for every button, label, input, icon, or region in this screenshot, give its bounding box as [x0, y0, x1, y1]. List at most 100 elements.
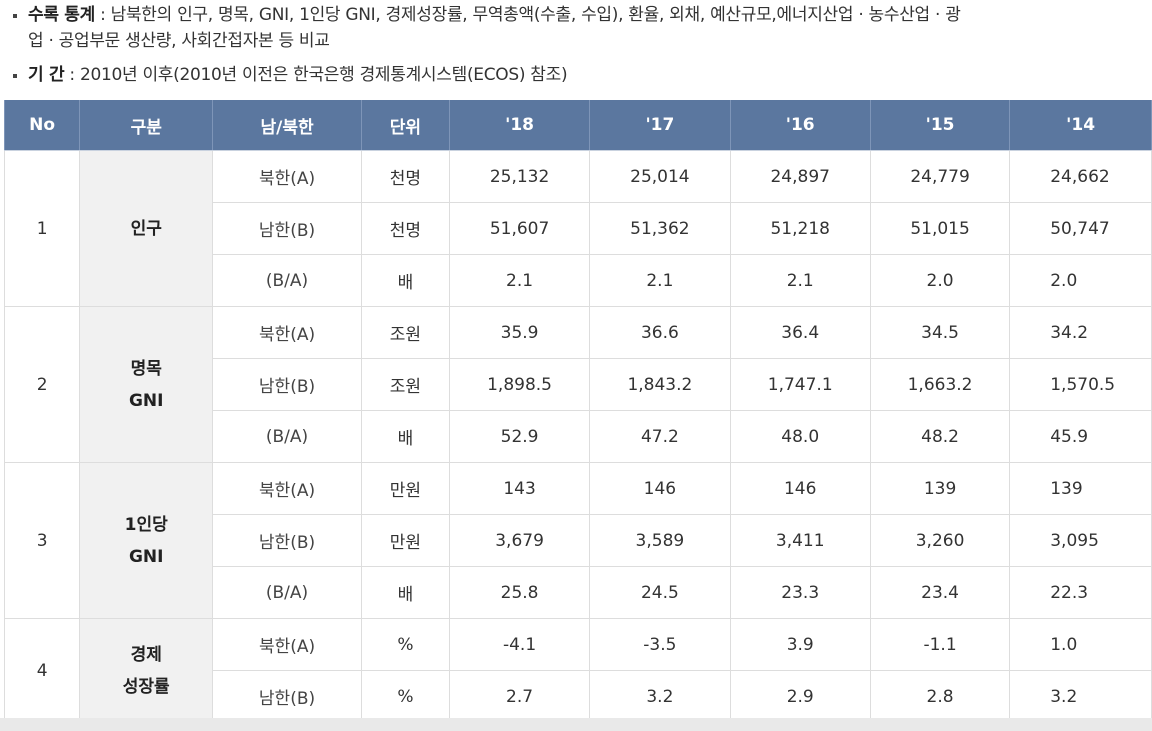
row-number: 1: [3, 150, 81, 307]
value-cell: 3.9: [729, 618, 871, 671]
unit-cell: 배: [360, 254, 450, 307]
value-cell: 1,898.5: [448, 358, 591, 411]
value-cell: 2.9: [729, 670, 871, 723]
column-header: No: [3, 100, 81, 151]
category-label: 인구: [130, 218, 162, 239]
unit-cell: 천명: [360, 202, 450, 255]
table-row: 2 명목 GNI 북한(A) 조원 35.9 36.6 36.4 34.5 34.2: [3, 306, 1152, 463]
row-number: 2: [3, 306, 81, 463]
side-cell: 남한(B): [212, 202, 362, 255]
bullet-icon: [13, 14, 17, 18]
value-cell: 47.2: [589, 410, 731, 463]
value-cell: 1,843.2: [589, 358, 731, 411]
value-cell: 2.7: [448, 670, 591, 723]
column-header: '15: [869, 100, 1011, 151]
value-cell: 3,679: [448, 514, 591, 567]
period-description: 기 간 : 2010년 이후(2010년 이전은 한국은행 경제통계시스템(EC…: [12, 62, 568, 88]
unit-cell: %: [360, 618, 450, 671]
row-number: 4: [3, 618, 81, 723]
column-header: 남/북한: [212, 100, 362, 151]
side-cell: 북한(A): [212, 150, 362, 203]
value-cell: 143: [448, 462, 591, 515]
column-header: '16: [729, 100, 871, 151]
side-cell: 남한(B): [212, 358, 362, 411]
unit-cell: 조원: [360, 306, 450, 359]
value-cell: 1,663.2: [869, 358, 1011, 411]
comparison-table: No 구분 남/북한 단위 '18'17'16'15'14 1 인구 북한(A) 천명 25,1…: [3, 100, 1152, 723]
value-cell: 50,747: [1009, 202, 1152, 255]
value-cell: 22.3: [1009, 566, 1152, 619]
value-cell: 51,607: [448, 202, 591, 255]
value-cell: 24,779: [869, 150, 1011, 203]
value-cell: 24,662: [1009, 150, 1152, 203]
value-cell: 45.9: [1009, 410, 1152, 463]
value-cell: 146: [589, 462, 731, 515]
value-cell: 3,260: [869, 514, 1011, 567]
side-cell: 남한(B): [212, 670, 362, 723]
category-cell: 명목 GNI: [79, 306, 214, 463]
table-row: 남한(B) 천명 51,607 51,362 51,218 51,015 50,747: [5, 202, 1152, 255]
stats-description: 수록 통계 : 남북한의 인구, 명목, GNI, 1인당 GNI, 경제성장률…: [12, 2, 961, 54]
value-cell: -3.5: [589, 618, 731, 671]
value-cell: 36.4: [729, 306, 871, 359]
category-cell: 1인당 GNI: [79, 462, 214, 619]
stats-text: : 남북한의 인구, 명목, GNI, 1인당 GNI, 경제성장률, 무역총액…: [94, 5, 961, 25]
period-text: : 2010년 이후(2010년 이전은 한국은행 경제통계시스템(ECOS) …: [64, 65, 568, 85]
stats-text-cont: 업 · 공업부문 생산량, 사회간접자본 등 비교: [28, 31, 330, 51]
value-cell: 23.4: [869, 566, 1011, 619]
value-cell: 2.0: [1009, 254, 1152, 307]
unit-cell: 배: [360, 566, 450, 619]
side-cell: (B/A): [212, 410, 362, 463]
value-cell: 139: [869, 462, 1011, 515]
category-label: 성장률: [122, 676, 170, 697]
table-row: 남한(B) 조원 1,898.5 1,843.2 1,747.1 1,663.2 1,570…: [5, 358, 1152, 411]
value-cell: 51,362: [589, 202, 731, 255]
category-label: 경제: [130, 644, 162, 665]
value-cell: 2.1: [448, 254, 591, 307]
category-label: GNI: [128, 390, 164, 411]
side-cell: 북한(A): [212, 462, 362, 515]
unit-cell: 배: [360, 410, 450, 463]
table-row: 4 경제 성장률 북한(A)% -4.1 -3.5 3.9 -1.1 1.0: [3, 618, 1152, 723]
value-cell: 2.1: [729, 254, 871, 307]
value-cell: 48.0: [729, 410, 871, 463]
horizontal-scrollbar[interactable]: [0, 718, 1152, 731]
unit-cell: 조원: [360, 358, 450, 411]
value-cell: 25.8: [448, 566, 591, 619]
category-label: 1인당: [124, 514, 168, 535]
column-header: '17: [589, 100, 731, 151]
value-cell: 3,589: [589, 514, 731, 567]
table-row: (B/A) 배 52.9 47.2 48.0 48.2 45.9: [5, 410, 1152, 463]
value-cell: 2.0: [869, 254, 1011, 307]
value-cell: 52.9: [448, 410, 591, 463]
value-cell: 24.5: [589, 566, 731, 619]
header-row: No 구분 남/북한 단위 '18'17'16'15'14: [3, 100, 1152, 151]
side-cell: 북한(A): [212, 306, 362, 359]
value-cell: 36.6: [589, 306, 731, 359]
column-header: 단위: [360, 100, 450, 151]
value-cell: -1.1: [869, 618, 1011, 671]
side-cell: 북한(A): [212, 618, 362, 671]
value-cell: 1,747.1: [729, 358, 871, 411]
value-cell: 146: [729, 462, 871, 515]
row-number: 3: [3, 462, 81, 619]
value-cell: 25,014: [589, 150, 731, 203]
category-cell: 인구: [79, 150, 214, 307]
table-row: 1 인구 북한(A) 천명 25,132 25,014 24,897 24,779 24,662: [3, 150, 1152, 307]
category-label: GNI: [128, 546, 164, 567]
column-header: 구분: [79, 100, 214, 151]
table-body: 1 인구 북한(A) 천명 25,132 25,014 24,897 24,779 24,662…: [3, 150, 1152, 723]
value-cell: 2.1: [589, 254, 731, 307]
value-cell: 25,132: [448, 150, 591, 203]
side-cell: (B/A): [212, 566, 362, 619]
period-label: 기 간: [28, 65, 65, 85]
value-cell: 34.2: [1009, 306, 1152, 359]
side-cell: (B/A): [212, 254, 362, 307]
value-cell: 51,015: [869, 202, 1011, 255]
value-cell: 139: [1009, 462, 1152, 515]
value-cell: 2.8: [869, 670, 1011, 723]
value-cell: 34.5: [869, 306, 1011, 359]
value-cell: 24,897: [729, 150, 871, 203]
